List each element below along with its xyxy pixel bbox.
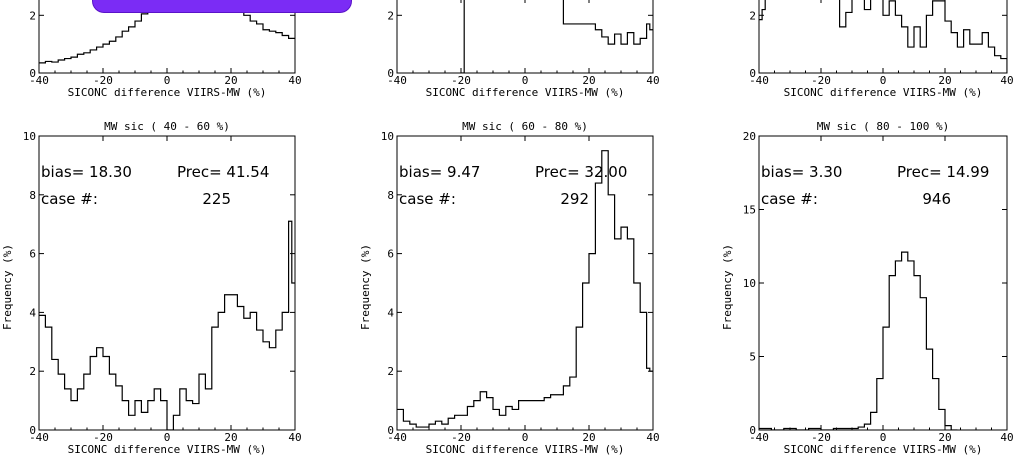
- y-tick-label: 6: [29, 248, 36, 261]
- x-axis-label: SICONC difference VIIRS-MW (%): [784, 86, 983, 99]
- x-tick-label: 20: [582, 431, 595, 444]
- panel-4: -40 -20 0 20 40 0 2 4 6 8 10 SICONC difference VIIR…: [1, 120, 302, 456]
- y-tick-label: 10: [381, 130, 394, 143]
- x-tick-label: -20: [93, 431, 113, 444]
- x-tick-label: -40: [387, 431, 407, 444]
- precision-label: Prec= 32.00: [535, 163, 627, 181]
- y-tick-label: 8: [387, 189, 394, 202]
- y-tick-label: 2: [29, 365, 36, 378]
- x-tick-label: -20: [451, 431, 471, 444]
- y-axis-label: Frequency (%): [1, 244, 14, 330]
- y-tick-label: 0: [387, 67, 394, 80]
- y-tick-label: 0: [387, 424, 394, 437]
- y-tick-label: 0: [749, 424, 756, 437]
- x-tick-label: 0: [522, 431, 529, 444]
- precision-label: Prec= 14.99: [897, 163, 989, 181]
- x-tick-label: -40: [749, 431, 769, 444]
- x-tick-label: 40: [288, 74, 301, 87]
- y-tick-label: 5: [749, 351, 756, 364]
- x-tick-label: -40: [749, 74, 769, 87]
- x-tick-label: 0: [522, 74, 529, 87]
- x-tick-label: -40: [387, 74, 407, 87]
- bias-label: bias= 18.30: [41, 163, 132, 181]
- x-tick-label: 0: [164, 431, 171, 444]
- x-axis-label: SICONC difference VIIRS-MW (%): [426, 86, 625, 99]
- y-tick-label: 0: [749, 67, 756, 80]
- panel-title: MW sic ( 40 - 60 %): [104, 120, 230, 133]
- y-tick-label: 10: [23, 130, 36, 143]
- x-tick-label: 40: [646, 431, 659, 444]
- histogram-series: [759, 0, 1007, 73]
- histogram-series: [461, 0, 653, 73]
- x-tick-label: -40: [29, 74, 49, 87]
- bias-label: bias= 3.30: [761, 163, 842, 181]
- x-axis-label: SICONC difference VIIRS-MW (%): [68, 443, 267, 456]
- y-tick-label: 15: [743, 204, 756, 217]
- overlay-tab: [92, 0, 352, 13]
- x-tick-label: 40: [288, 431, 301, 444]
- y-tick-label: 2: [387, 9, 394, 22]
- y-tick-label: 0: [29, 67, 36, 80]
- y-tick-label: 4: [29, 306, 36, 319]
- x-tick-label: -20: [811, 431, 831, 444]
- x-tick-label: 0: [880, 431, 887, 444]
- x-tick-label: -20: [811, 74, 831, 87]
- y-tick-label: 2: [387, 365, 394, 378]
- panel-2: -40 -20 0 20 40 0 2 SICONC difference VIIRS-MW …: [387, 0, 660, 99]
- histogram-series: [759, 251, 958, 430]
- x-tick-label: 0: [880, 74, 887, 87]
- x-tick-label: -20: [451, 74, 471, 87]
- y-tick-label: 20: [743, 130, 756, 143]
- case-count-label: case #:: [41, 190, 98, 208]
- bias-label: bias= 9.47: [399, 163, 480, 181]
- precision-label: Prec= 41.54: [177, 163, 269, 181]
- case-count-value: 292: [560, 190, 589, 208]
- y-tick-label: 2: [29, 9, 36, 22]
- y-axis-label: Frequency (%): [359, 244, 372, 330]
- x-tick-label: 0: [164, 74, 171, 87]
- x-tick-label: 20: [224, 431, 237, 444]
- x-tick-label: 20: [582, 74, 595, 87]
- x-tick-label: 40: [1000, 74, 1013, 87]
- y-tick-label: 8: [29, 189, 36, 202]
- histogram-series: [39, 0, 295, 64]
- case-count-value: 946: [922, 190, 951, 208]
- histogram-series: [39, 220, 295, 430]
- case-count-label: case #:: [399, 190, 456, 208]
- x-tick-label: 40: [646, 74, 659, 87]
- y-tick-label: 10: [743, 277, 756, 290]
- y-tick-label: 6: [387, 248, 394, 261]
- panel-title: MW sic ( 60 - 80 %): [462, 120, 588, 133]
- x-tick-label: 20: [938, 74, 951, 87]
- panel-3: -40 -20 0 20 40 0 2 SICONC difference VIIRS-MW …: [749, 0, 1014, 99]
- y-tick-label: 0: [29, 424, 36, 437]
- x-axis-label: SICONC difference VIIRS-MW (%): [426, 443, 625, 456]
- panel-5: -40 -20 0 20 40 0 2 4 6 8 10 SICONC difference VIIR…: [359, 120, 660, 456]
- case-count-label: case #:: [761, 190, 818, 208]
- y-axis-label: Frequency (%): [721, 244, 734, 330]
- panel-1: -40 -20 0 20 40 0 2 SICONC difference VIIRS-MW …: [29, 0, 302, 99]
- x-axis-label: SICONC difference VIIRS-MW (%): [784, 443, 983, 456]
- histogram-series: [397, 150, 653, 428]
- x-tick-label: 20: [224, 74, 237, 87]
- y-tick-label: 2: [749, 9, 756, 22]
- x-tick-label: 40: [1000, 431, 1013, 444]
- x-tick-label: 20: [938, 431, 951, 444]
- case-count-value: 225: [202, 190, 231, 208]
- y-tick-label: 4: [387, 306, 394, 319]
- x-axis-label: SICONC difference VIIRS-MW (%): [68, 86, 267, 99]
- x-tick-label: -40: [29, 431, 49, 444]
- x-tick-label: -20: [93, 74, 113, 87]
- panel-title: MW sic ( 80 - 100 %): [817, 120, 949, 133]
